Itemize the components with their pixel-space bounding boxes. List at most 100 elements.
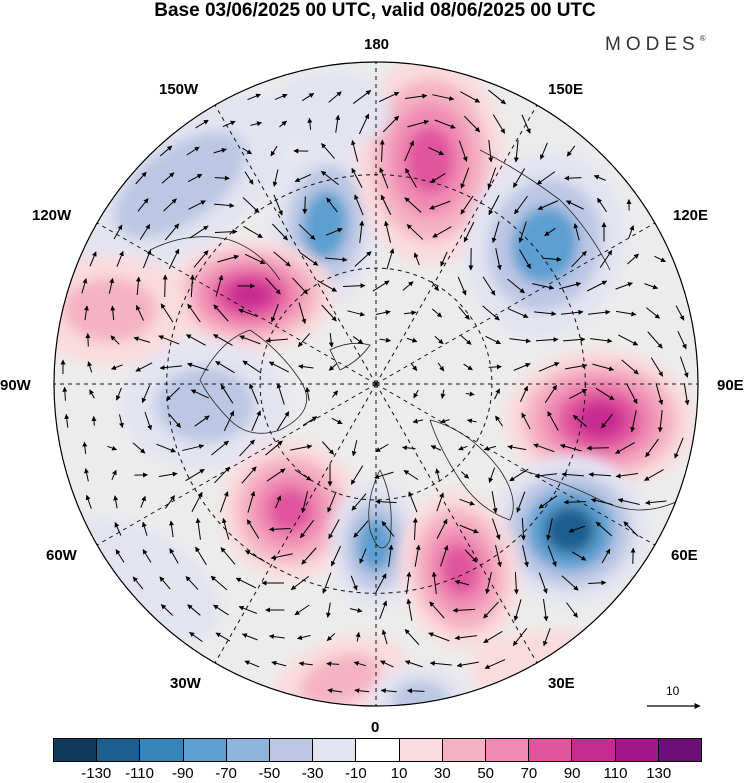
anomaly-contour <box>575 401 625 439</box>
wind-vector <box>538 572 548 594</box>
wind-vector <box>238 308 258 318</box>
wind-vector <box>532 283 555 290</box>
wind-vector <box>162 274 168 298</box>
wind-vector <box>355 631 361 642</box>
wind-vector <box>135 304 145 321</box>
wind-vector <box>645 500 667 506</box>
wind-vector <box>292 277 308 295</box>
wind-vector <box>588 472 612 478</box>
wind-vector <box>431 571 437 594</box>
wind-vector <box>617 498 640 505</box>
wind-vector <box>115 387 122 401</box>
wind-vector <box>89 251 97 267</box>
wind-vector <box>513 571 519 595</box>
wind-vector <box>305 386 311 401</box>
wind-vector <box>380 194 392 216</box>
coastline <box>368 469 392 549</box>
reference-vector-label: 10 <box>666 684 680 698</box>
wind-vector <box>674 437 684 459</box>
wind-vector <box>141 521 148 536</box>
wind-vector <box>379 600 388 620</box>
wind-vector <box>243 225 263 239</box>
wind-vector <box>247 490 256 513</box>
wind-vector <box>488 195 500 216</box>
wind-vector <box>488 364 502 370</box>
wind-vector <box>358 113 370 135</box>
wind-vector <box>301 92 315 102</box>
wind-vector <box>379 660 394 668</box>
wind-vector <box>193 250 209 268</box>
wind-vector <box>564 175 582 181</box>
wind-vector <box>270 145 278 157</box>
wind-vector <box>89 389 95 399</box>
lon-label-150e: 150E <box>548 81 584 98</box>
map-title: Base 03/06/2025 00 UTC, valid 08/06/2025… <box>154 0 596 21</box>
wind-vector <box>210 575 228 591</box>
anomaly-contour <box>302 190 348 260</box>
wind-vector <box>623 521 639 537</box>
wind-vector <box>107 445 118 451</box>
wind-vector <box>546 518 553 541</box>
wind-vector <box>271 660 287 667</box>
wind-vector <box>215 360 235 374</box>
wind-vector <box>566 602 578 618</box>
colorbar-swatch <box>140 739 184 761</box>
wind-vector <box>251 410 261 432</box>
wind-vector <box>215 632 231 642</box>
wind-vector <box>405 168 417 188</box>
wind-vector <box>412 418 424 424</box>
wind-vector <box>276 411 290 431</box>
wind-vector <box>586 445 610 451</box>
meridian-line <box>96 383 377 546</box>
wind-vector <box>677 330 687 350</box>
wind-vectors <box>60 89 690 694</box>
wind-vector <box>459 498 475 506</box>
lon-label-30e: 30E <box>548 675 575 692</box>
meridian-line <box>96 222 377 385</box>
wind-vector <box>454 579 470 586</box>
wind-vector <box>321 304 337 322</box>
wind-vector <box>571 250 587 268</box>
wind-vector <box>298 302 307 325</box>
wind-vector <box>294 604 310 616</box>
wind-vector <box>440 418 450 424</box>
wind-vector <box>538 362 560 372</box>
colorbar-swatch <box>486 739 530 761</box>
colorbar-tick-label: 110 <box>603 765 628 782</box>
wind-vector <box>404 660 423 668</box>
wind-vector <box>375 443 389 453</box>
wind-vector <box>440 545 449 567</box>
wind-vector <box>349 607 363 613</box>
wind-vector <box>274 93 288 101</box>
wind-vector <box>513 140 519 163</box>
wind-vector <box>375 573 387 593</box>
wind-vector <box>492 518 501 540</box>
wind-vector <box>213 334 233 346</box>
wind-vector <box>350 575 358 591</box>
wind-vector <box>182 444 205 452</box>
wind-vector <box>132 576 144 590</box>
wind-vector <box>381 629 388 645</box>
wind-vector <box>627 253 639 265</box>
wind-vector <box>491 491 498 514</box>
wind-vector <box>406 598 413 621</box>
wind-vector <box>569 388 588 400</box>
colorbar-tick-label: -50 <box>258 765 281 782</box>
wind-vector <box>168 414 182 428</box>
wind-vector <box>302 416 318 426</box>
map-disk <box>54 62 698 706</box>
coastline <box>199 329 308 434</box>
wind-vector <box>452 607 476 613</box>
wind-vector <box>266 468 286 482</box>
wind-vector <box>353 520 369 538</box>
anomaly-contour <box>390 679 450 706</box>
wind-vector <box>483 601 499 619</box>
wind-vector <box>242 197 260 213</box>
wind-vector <box>565 363 588 370</box>
wind-vector <box>273 194 283 216</box>
wind-vector <box>276 383 285 405</box>
wind-vector <box>494 388 500 400</box>
wind-vector <box>81 278 88 294</box>
wind-vector <box>460 91 481 103</box>
